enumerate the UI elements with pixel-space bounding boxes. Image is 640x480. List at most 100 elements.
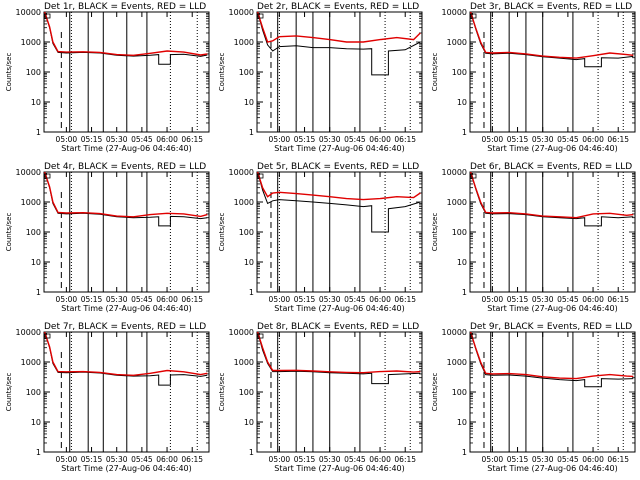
x-tick-label: 06:15 xyxy=(607,135,629,144)
y-tick-label: 10 xyxy=(457,98,467,107)
y-tick-label: 1 xyxy=(462,288,467,297)
x-tick-label: 05:30 xyxy=(319,135,341,144)
corner-marker xyxy=(470,173,477,179)
x-tick-label: 05:30 xyxy=(532,295,554,304)
x-tick-label: 06:15 xyxy=(607,455,629,464)
y-tick-label: 1000 xyxy=(21,358,41,367)
x-tick-label: 05:15 xyxy=(507,295,529,304)
y-tick-label: 10000 xyxy=(442,168,467,177)
y-tick-label: 1000 xyxy=(21,38,41,47)
y-axis-label: Counts/sec xyxy=(5,373,13,412)
x-axis-label: Start Time (27-Aug-06 04:46:40) xyxy=(487,304,618,313)
x-tick-label: 06:00 xyxy=(369,295,391,304)
panel-2: Det 2r, BLACK = Events, RED = LLD 1 10 100 1… xyxy=(218,2,423,153)
x-tick-label: 05:00 xyxy=(56,295,78,304)
panel-title: Det 1r, BLACK = Events, RED = LLD xyxy=(44,2,206,12)
x-tick-label: 05:00 xyxy=(56,135,78,144)
x-tick-label: 05:00 xyxy=(56,455,78,464)
y-tick-label: 10 xyxy=(244,98,254,107)
x-tick-label: 05:00 xyxy=(269,455,291,464)
y-axis-label: Counts/sec xyxy=(218,213,226,252)
x-tick-label: 06:15 xyxy=(607,295,629,304)
y-tick-label: 10 xyxy=(457,258,467,267)
series-events-line xyxy=(44,331,208,386)
y-tick-label: 10000 xyxy=(229,8,254,17)
panel-1: Det 1r, BLACK = Events, RED = LLD 1 10 100 1… xyxy=(5,2,210,153)
y-tick-label: 1 xyxy=(462,128,467,137)
x-tick-label: 05:30 xyxy=(106,295,128,304)
y-tick-label: 100 xyxy=(452,388,467,397)
x-tick-label: 06:00 xyxy=(582,455,604,464)
x-tick-label: 05:00 xyxy=(482,135,504,144)
y-axis-label: Counts/sec xyxy=(218,53,226,92)
x-tick-label: 05:15 xyxy=(81,455,103,464)
x-tick-label: 05:00 xyxy=(482,295,504,304)
series-events-line xyxy=(470,331,634,388)
y-tick-label: 1000 xyxy=(234,358,254,367)
plot-frame xyxy=(469,11,636,133)
x-tick-label: 05:15 xyxy=(507,455,529,464)
series-events-line xyxy=(257,171,421,233)
y-tick-label: 1000 xyxy=(234,38,254,47)
series-events-line xyxy=(257,331,421,385)
y-tick-label: 100 xyxy=(26,388,41,397)
y-tick-label: 100 xyxy=(452,228,467,237)
y-tick-label: 10000 xyxy=(442,8,467,17)
series-lld-line xyxy=(256,171,421,201)
x-tick-label: 05:45 xyxy=(344,295,366,304)
x-tick-label: 05:15 xyxy=(507,135,529,144)
plot-frame xyxy=(256,331,423,453)
x-axis-label: Start Time (27-Aug-06 04:46:40) xyxy=(487,464,618,473)
panel-title: Det 2r, BLACK = Events, RED = LLD xyxy=(257,2,419,12)
panel-title: Det 4r, BLACK = Events, RED = LLD xyxy=(44,162,206,172)
y-tick-label: 100 xyxy=(239,228,254,237)
x-tick-label: 05:45 xyxy=(131,455,153,464)
x-tick-label: 05:30 xyxy=(106,455,128,464)
plot-frame xyxy=(469,171,636,293)
x-axis-label: Start Time (27-Aug-06 04:46:40) xyxy=(61,144,192,153)
y-tick-label: 100 xyxy=(452,68,467,77)
series-lld-line xyxy=(469,11,634,59)
y-tick-label: 1000 xyxy=(21,198,41,207)
panel-title: Det 7r, BLACK = Events, RED = LLD xyxy=(44,322,206,332)
x-tick-label: 06:00 xyxy=(156,455,178,464)
y-tick-label: 10000 xyxy=(229,328,254,337)
panel-4: Det 4r, BLACK = Events, RED = LLD 1 10 100 1… xyxy=(5,162,210,313)
corner-marker xyxy=(44,333,51,339)
x-axis-label: Start Time (27-Aug-06 04:46:40) xyxy=(274,464,405,473)
panel-5: Det 5r, BLACK = Events, RED = LLD 1 10 100 1… xyxy=(218,162,423,313)
y-tick-label: 10 xyxy=(31,98,41,107)
panel-title: Det 6r, BLACK = Events, RED = LLD xyxy=(470,162,632,172)
series-events-line xyxy=(470,171,634,227)
series-lld-line xyxy=(43,11,208,57)
panel-7: Det 7r, BLACK = Events, RED = LLD 1 10 100 1… xyxy=(5,322,210,473)
y-axis-label: Counts/sec xyxy=(431,213,439,252)
y-tick-label: 1000 xyxy=(447,198,467,207)
x-axis-label: Start Time (27-Aug-06 04:46:40) xyxy=(487,144,618,153)
series-events-line xyxy=(44,171,208,227)
x-tick-label: 06:00 xyxy=(156,295,178,304)
panel-title: Det 8r, BLACK = Events, RED = LLD xyxy=(257,322,419,332)
series-lld-line xyxy=(469,331,634,380)
y-tick-label: 10 xyxy=(244,418,254,427)
x-tick-label: 06:15 xyxy=(181,135,203,144)
y-tick-label: 1 xyxy=(249,288,254,297)
plot-frame xyxy=(256,171,423,293)
panel-title: Det 5r, BLACK = Events, RED = LLD xyxy=(257,162,419,172)
x-tick-label: 06:00 xyxy=(582,135,604,144)
corner-marker xyxy=(44,13,51,19)
corner-marker xyxy=(257,173,264,179)
series-lld-line xyxy=(256,11,421,43)
y-tick-label: 10000 xyxy=(16,168,41,177)
x-tick-label: 06:00 xyxy=(369,135,391,144)
y-tick-label: 10 xyxy=(31,418,41,427)
series-lld-line xyxy=(469,171,634,219)
plot-frame xyxy=(256,11,423,133)
y-axis-label: Counts/sec xyxy=(431,53,439,92)
panel-6: Det 6r, BLACK = Events, RED = LLD 1 10 100 1… xyxy=(431,162,636,313)
y-axis-label: Counts/sec xyxy=(5,53,13,92)
x-tick-label: 06:00 xyxy=(582,295,604,304)
corner-marker xyxy=(470,13,477,19)
y-tick-label: 100 xyxy=(26,228,41,237)
series-lld-line xyxy=(43,171,208,218)
